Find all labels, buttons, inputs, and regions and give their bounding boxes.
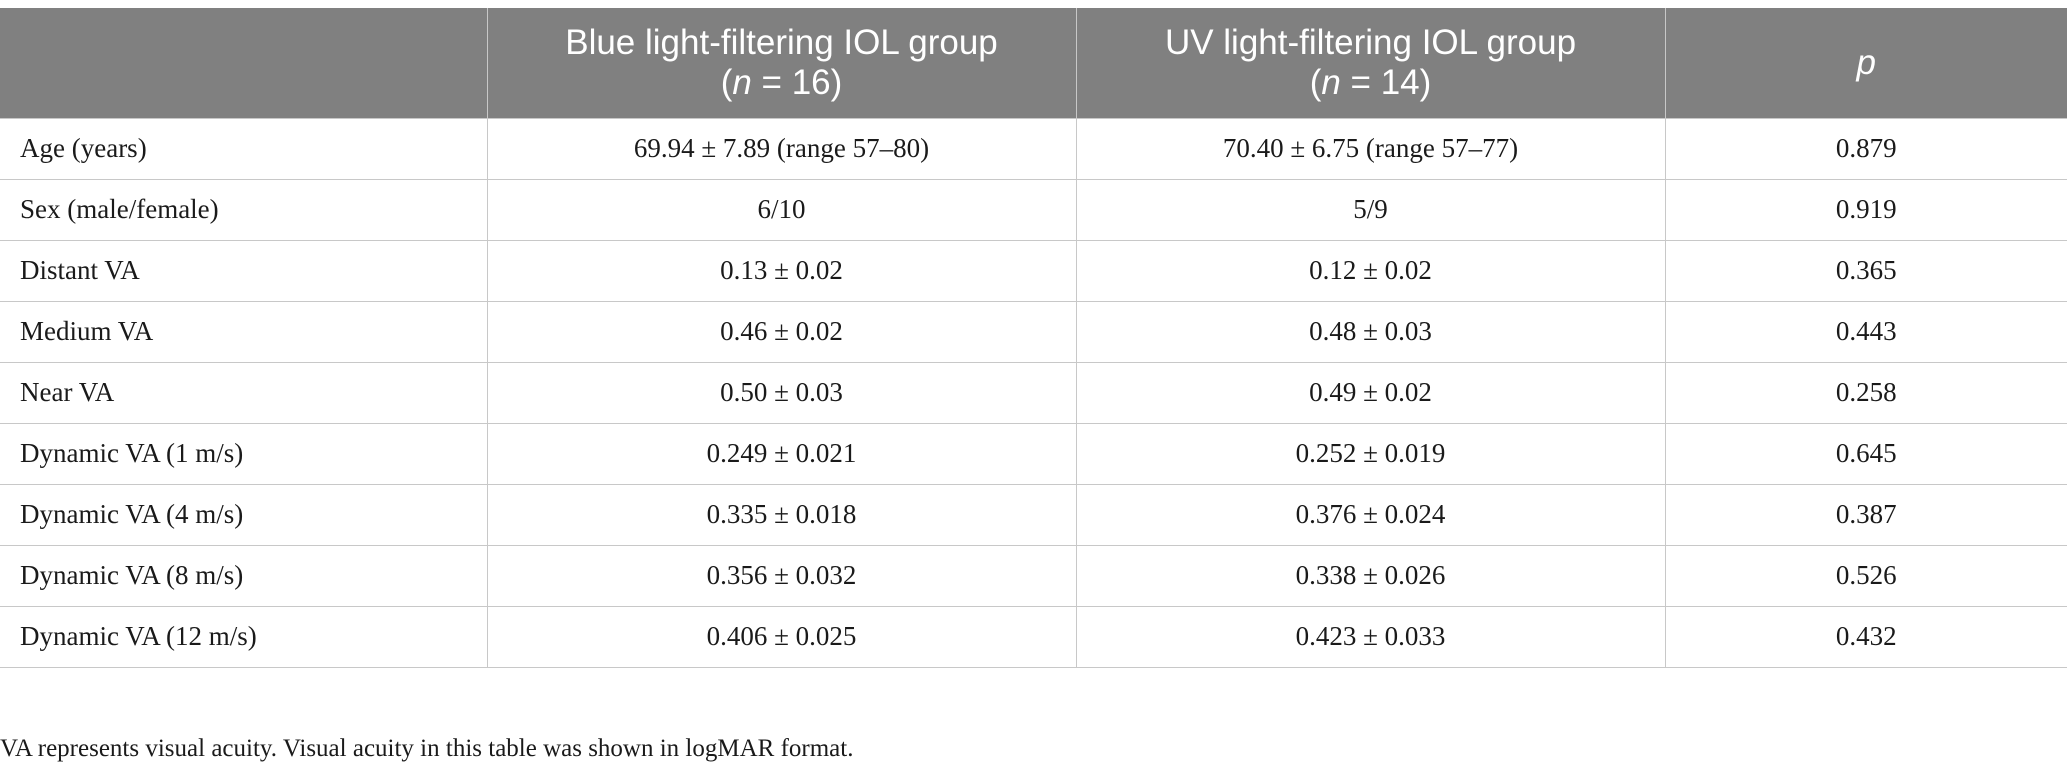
- p-value-cell: 0.443: [1664, 300, 2067, 363]
- blue-group-cell: 0.46 ± 0.02: [486, 300, 1077, 363]
- uv-group-cell: 0.338 ± 0.026: [1075, 544, 1666, 607]
- table-row: Sex (male/female) 6/10 5/9 0.919: [0, 178, 2067, 241]
- p-value-cell: 0.645: [1664, 422, 2067, 485]
- header-blue-n: (n = 16): [720, 62, 843, 102]
- uv-group-cell: 0.49 ± 0.02: [1075, 361, 1666, 424]
- row-label-cell: Dynamic VA (12 m/s): [0, 605, 488, 668]
- table-header: Blue light-filtering IOL group (n = 16) …: [0, 8, 2067, 118]
- table-row: Dynamic VA (8 m/s) 0.356 ± 0.032 0.338 ± 0…: [0, 544, 2067, 607]
- blue-group-cell: 0.406 ± 0.025: [486, 605, 1077, 668]
- header-cell-uv-group: UV light-filtering IOL group (n = 14): [1075, 8, 1666, 118]
- blue-group-cell: 0.356 ± 0.032: [486, 544, 1077, 607]
- uv-group-cell: 0.376 ± 0.024: [1075, 483, 1666, 546]
- uv-group-cell: 0.423 ± 0.033: [1075, 605, 1666, 668]
- table-row: Near VA 0.50 ± 0.03 0.49 ± 0.02 0.258: [0, 361, 2067, 424]
- p-value-cell: 0.258: [1664, 361, 2067, 424]
- header-blue-title: Blue light-filtering IOL group: [565, 22, 998, 62]
- p-value-cell: 0.387: [1664, 483, 2067, 546]
- row-label-cell: Sex (male/female): [0, 178, 488, 241]
- uv-group-cell: 0.12 ± 0.02: [1075, 239, 1666, 302]
- p-value-cell: 0.879: [1664, 117, 2067, 180]
- table-row: Dynamic VA (1 m/s) 0.249 ± 0.021 0.252 ± 0…: [0, 422, 2067, 485]
- data-table: Blue light-filtering IOL group (n = 16) …: [0, 8, 2067, 668]
- uv-group-cell: 70.40 ± 6.75 (range 57–77): [1075, 117, 1666, 180]
- row-label-cell: Dynamic VA (8 m/s): [0, 544, 488, 607]
- uv-group-cell: 0.252 ± 0.019: [1075, 422, 1666, 485]
- row-label-cell: Dynamic VA (4 m/s): [0, 483, 488, 546]
- row-label-cell: Medium VA: [0, 300, 488, 363]
- row-label-cell: Dynamic VA (1 m/s): [0, 422, 488, 485]
- row-label-cell: Distant VA: [0, 239, 488, 302]
- blue-group-cell: 0.249 ± 0.021: [486, 422, 1077, 485]
- table-row: Dynamic VA (4 m/s) 0.335 ± 0.018 0.376 ± 0…: [0, 483, 2067, 546]
- blue-group-cell: 0.50 ± 0.03: [486, 361, 1077, 424]
- table-row: Medium VA 0.46 ± 0.02 0.48 ± 0.03 0.443: [0, 300, 2067, 363]
- table-body: Age (years) 69.94 ± 7.89 (range 57–80) 70.…: [0, 117, 2067, 668]
- p-value-cell: 0.365: [1664, 239, 2067, 302]
- table-footnote: VA represents visual acuity. Visual acui…: [0, 735, 854, 762]
- uv-group-cell: 5/9: [1075, 178, 1666, 241]
- header-row: Blue light-filtering IOL group (n = 16) …: [0, 8, 2067, 118]
- header-cell-variable: [0, 8, 488, 118]
- header-uv-title: UV light-filtering IOL group: [1164, 22, 1577, 62]
- header-cell-p-value: p: [1664, 8, 2067, 118]
- row-label-cell: Near VA: [0, 361, 488, 424]
- header-cell-blue-group: Blue light-filtering IOL group (n = 16): [486, 8, 1077, 118]
- row-label-cell: Age (years): [0, 117, 488, 180]
- table-row: Age (years) 69.94 ± 7.89 (range 57–80) 70.…: [0, 117, 2067, 180]
- blue-group-cell: 0.13 ± 0.02: [486, 239, 1077, 302]
- uv-group-cell: 0.48 ± 0.03: [1075, 300, 1666, 363]
- blue-group-cell: 6/10: [486, 178, 1077, 241]
- p-value-cell: 0.919: [1664, 178, 2067, 241]
- blue-group-cell: 69.94 ± 7.89 (range 57–80): [486, 117, 1077, 180]
- table-row: Dynamic VA (12 m/s) 0.406 ± 0.025 0.423 ± …: [0, 605, 2067, 668]
- p-value-cell: 0.432: [1664, 605, 2067, 668]
- p-value-cell: 0.526: [1664, 544, 2067, 607]
- header-p-label: p: [1856, 42, 1876, 82]
- blue-group-cell: 0.335 ± 0.018: [486, 483, 1077, 546]
- header-uv-n: (n = 14): [1309, 62, 1432, 102]
- table-container: Blue light-filtering IOL group (n = 16) …: [0, 8, 2067, 668]
- table-row: Distant VA 0.13 ± 0.02 0.12 ± 0.02 0.365: [0, 239, 2067, 302]
